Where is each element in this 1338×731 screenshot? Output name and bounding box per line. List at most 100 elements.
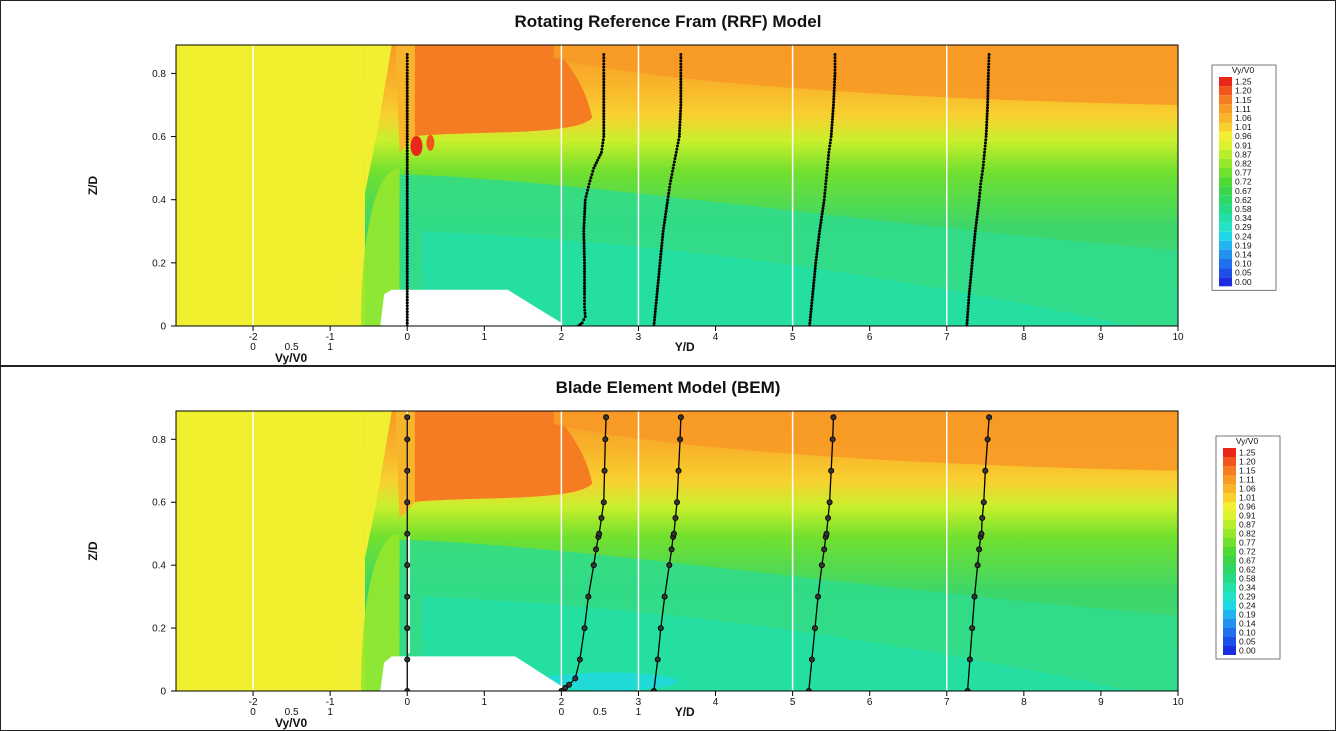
legend-level-label: 0.19 bbox=[1235, 240, 1252, 250]
profile-dot bbox=[818, 229, 822, 233]
profile-dot bbox=[405, 92, 409, 96]
rrf-plot: 0 0.2 0.4 0.6 0.8 Z/D -2 -1 0 1 2 3 4 5 6 7 8 9 10 Y/D 0 0.5 1… bbox=[86, 44, 1277, 365]
profile-dot bbox=[654, 301, 658, 305]
profile-dot bbox=[817, 232, 821, 236]
profile-dot bbox=[966, 301, 970, 305]
x-tick-label: 0 bbox=[404, 697, 410, 708]
profile-dot bbox=[664, 206, 668, 210]
profile-dot bbox=[810, 304, 814, 308]
profile-dot bbox=[818, 224, 822, 228]
legend-swatch bbox=[1223, 547, 1236, 556]
profile-marker bbox=[976, 546, 983, 553]
profile-dot bbox=[583, 206, 587, 210]
x-axis-title: Y/D bbox=[675, 340, 695, 354]
profile-dot bbox=[813, 269, 817, 273]
profile-dot bbox=[405, 252, 409, 256]
profile-dot bbox=[676, 141, 680, 145]
profile-dot bbox=[672, 163, 676, 167]
legend-swatch bbox=[1223, 637, 1236, 646]
profile-dot bbox=[810, 301, 814, 305]
profile-dot bbox=[405, 77, 409, 81]
profile-dot bbox=[967, 298, 971, 302]
profile-marker bbox=[986, 414, 993, 421]
profile-dot bbox=[583, 261, 587, 265]
legend-level-label: 0.96 bbox=[1239, 502, 1256, 512]
upstream-transition bbox=[337, 45, 392, 326]
profile-dot bbox=[405, 278, 409, 282]
profile-dot bbox=[658, 258, 662, 262]
y-tick-label: 0 bbox=[160, 322, 166, 333]
profile-dot bbox=[675, 144, 679, 148]
legend-swatch bbox=[1223, 484, 1236, 493]
profile-dot bbox=[583, 198, 587, 202]
profile-dot bbox=[678, 126, 682, 130]
profile-series-1 bbox=[576, 52, 606, 326]
profile-dot bbox=[602, 129, 606, 133]
profile-dot bbox=[966, 310, 970, 314]
profile-marker bbox=[562, 684, 569, 691]
profile-marker bbox=[601, 467, 608, 474]
y-tick-label: 0.4 bbox=[152, 561, 166, 572]
profile-dot bbox=[583, 272, 587, 276]
legend-swatch bbox=[1219, 277, 1232, 287]
profile-dot bbox=[662, 226, 666, 230]
x-tick-label: 9 bbox=[1098, 697, 1104, 708]
profile-dot bbox=[583, 201, 587, 205]
profile-dot bbox=[982, 154, 986, 158]
profile-dot bbox=[602, 114, 606, 118]
profile-dot bbox=[673, 157, 677, 161]
profile-axis-title: Vy/V0 bbox=[275, 351, 308, 365]
profile-dot bbox=[978, 185, 982, 189]
legend-level-label: 0.19 bbox=[1239, 610, 1256, 620]
legend-level-label: 0.72 bbox=[1239, 547, 1256, 557]
profile-dot bbox=[663, 215, 667, 219]
profile-dot bbox=[833, 65, 837, 69]
legend-level-label: 0.05 bbox=[1235, 268, 1252, 278]
x-tick-label: 2 bbox=[559, 697, 565, 708]
profile-dot bbox=[405, 137, 409, 141]
profile-dot bbox=[405, 244, 409, 248]
x-tick-label: 3 bbox=[636, 697, 642, 708]
profile-dot bbox=[967, 290, 971, 294]
profile-dot bbox=[812, 281, 816, 285]
profile-series-3 bbox=[805, 414, 837, 691]
profile-dot bbox=[826, 157, 830, 161]
profile-dot bbox=[667, 191, 671, 195]
profile-dot bbox=[405, 315, 409, 319]
profile-dot bbox=[659, 247, 663, 251]
profile-dot bbox=[679, 62, 683, 66]
profile-dot bbox=[967, 295, 971, 299]
profile-dot bbox=[966, 304, 970, 308]
x-tick-label: 4 bbox=[713, 332, 719, 343]
bem-plot: 00.20.40.60.8Z/D-2 -1 0 1 2 3 4 5 6 7 8 9 10Y/D0 0.5 1… bbox=[86, 410, 1281, 730]
profile-dot bbox=[405, 229, 409, 233]
profile-dot bbox=[583, 203, 587, 207]
legend-swatch bbox=[1223, 448, 1236, 457]
profile-dot bbox=[826, 160, 830, 164]
profile-dot bbox=[583, 315, 587, 319]
profile-marker bbox=[404, 656, 411, 663]
profile-dot bbox=[972, 247, 976, 251]
profile-dot bbox=[405, 132, 409, 136]
legend-swatch bbox=[1223, 592, 1236, 601]
profile-dot bbox=[832, 100, 836, 104]
profile-dot bbox=[809, 313, 813, 317]
profile-dot bbox=[983, 147, 987, 151]
profile-dot bbox=[602, 56, 606, 60]
profile-marker bbox=[811, 625, 818, 632]
profile-dot bbox=[405, 238, 409, 242]
profile-dot bbox=[809, 307, 813, 311]
profile-dot bbox=[405, 287, 409, 291]
profile-dot bbox=[656, 284, 660, 288]
profile-dot bbox=[827, 147, 831, 151]
profile-dot bbox=[672, 160, 676, 164]
legend-swatch bbox=[1219, 240, 1232, 250]
profile-dot bbox=[833, 62, 837, 66]
legend-swatch bbox=[1219, 195, 1232, 205]
profile-dot bbox=[679, 65, 683, 69]
profile-dot bbox=[821, 209, 825, 213]
profile-dot bbox=[985, 106, 989, 110]
legend-title: Vy/V0 bbox=[1236, 436, 1259, 446]
profile-dot bbox=[976, 206, 980, 210]
profile-dot bbox=[582, 318, 586, 322]
